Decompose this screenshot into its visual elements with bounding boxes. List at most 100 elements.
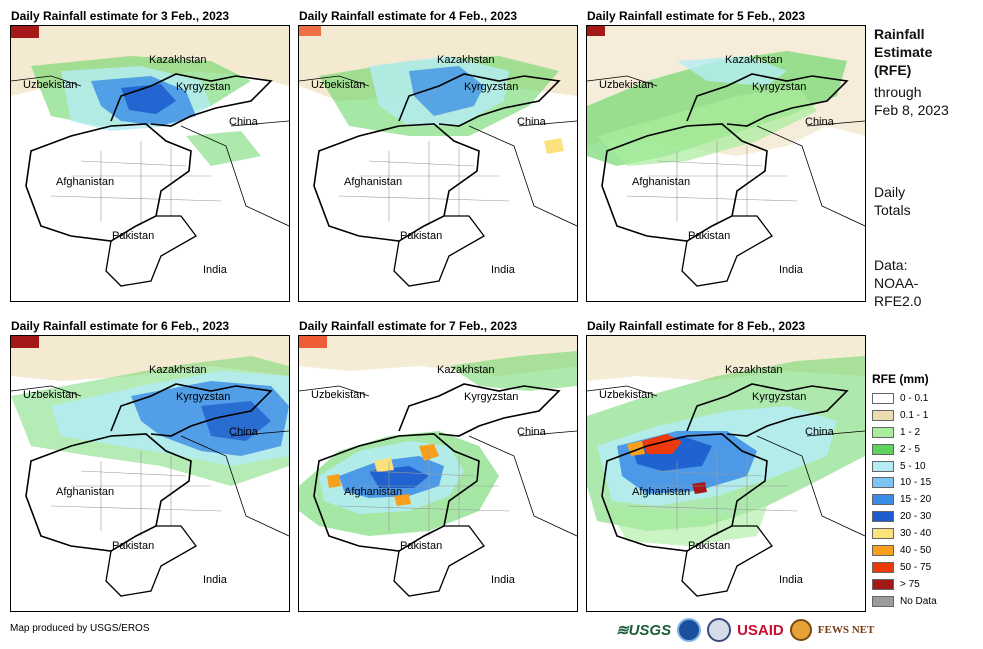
international-borders (299, 75, 577, 227)
rainfall-map: Kazakhstan Uzbekistan Kyrgyzstan China A… (587, 26, 865, 287)
rain-patch-yellow (544, 138, 564, 154)
noaa-logo (677, 618, 702, 642)
label-pakistan: Pakistan (688, 230, 730, 242)
label-china: China (517, 426, 547, 438)
province-lines (50, 451, 222, 536)
afghanistan-pakistan-border (313, 433, 480, 552)
legend-label: 50 - 75 (900, 561, 932, 573)
label-afghanistan: Afghanistan (632, 486, 690, 498)
fews-net-logo: FEWS NET (817, 624, 875, 636)
legend-row: No Data (872, 593, 972, 610)
map-frame: Kazakhstan Uzbekistan Kyrgyzstan China A… (10, 25, 290, 302)
map-panel-feb8: Daily Rainfall estimate for 8 Feb., 2023 (586, 317, 871, 612)
label-kyrgyzstan: Kyrgyzstan (464, 391, 518, 403)
afghanistan-pakistan-border (601, 123, 768, 242)
borders (587, 383, 865, 597)
label-uzbekistan: Uzbekistan (311, 389, 365, 401)
label-kyrgyzstan: Kyrgyzstan (464, 81, 518, 93)
borders (587, 73, 865, 287)
rain-patch-green-north (449, 351, 577, 391)
legend-row: 30 - 40 (872, 525, 972, 542)
panel-title: Daily Rainfall estimate for 4 Feb., 2023 (299, 9, 518, 23)
daily-line: Daily (874, 184, 906, 200)
international-borders (587, 385, 865, 537)
label-india: India (203, 574, 228, 586)
label-kazakhstan: Kazakhstan (725, 364, 782, 376)
rain-patches (11, 26, 289, 166)
panel-title: Daily Rainfall estimate for 3 Feb., 2023 (11, 9, 230, 23)
legend-rows: 0 - 0.1 0.1 - 1 1 - 2 2 - 5 5 - 10 10 - 15 15 … (872, 390, 972, 610)
rain-patch-blue (409, 66, 484, 116)
rain-patch-darkblue (201, 401, 271, 441)
label-kazakhstan: Kazakhstan (725, 54, 782, 66)
afghanistan-pakistan-border (601, 433, 768, 552)
label-india: India (203, 264, 228, 276)
legend-swatch (872, 595, 894, 607)
legend-row: 0.1 - 1 (872, 407, 972, 424)
label-india: India (491, 574, 516, 586)
legend-swatch (872, 443, 894, 455)
rain-patch-red-corner (299, 26, 321, 36)
rain-patch-maroon (692, 482, 707, 494)
panel-title: Daily Rainfall estimate for 5 Feb., 2023 (587, 9, 806, 23)
label-uzbekistan: Uzbekistan (23, 389, 77, 401)
rain-patch-tan (11, 336, 289, 381)
legend-swatch (872, 561, 894, 573)
borders (11, 73, 289, 287)
rain-patch-orange-b (327, 474, 341, 488)
pakistan-india-border (105, 215, 197, 287)
label-india: India (491, 264, 516, 276)
label-kyrgyzstan: Kyrgyzstan (176, 391, 230, 403)
label-kazakhstan: Kazakhstan (437, 364, 494, 376)
rfe-title-line: Rainfall (874, 26, 925, 42)
map-frame: Kazakhstan Uzbekistan Kyrgyzstan China A… (298, 25, 578, 302)
map-frame: Kazakhstan Uzbekistan Kyrgyzstan China A… (586, 25, 866, 302)
rain-patch-red-corner (299, 336, 327, 348)
panel-title: Daily Rainfall estimate for 8 Feb., 2023 (587, 319, 806, 333)
label-china: China (805, 426, 835, 438)
legend-swatch (872, 544, 894, 556)
legend-swatch (872, 409, 894, 421)
map-frame: Kazakhstan Uzbekistan Kyrgyzstan China A… (10, 335, 290, 612)
legend-swatch (872, 511, 894, 523)
label-china: China (517, 116, 547, 128)
kyrgyz-tajik-border (110, 383, 273, 437)
data-source-note: Data: NOAA- RFE2.0 (874, 256, 921, 310)
legend-label: 0.1 - 1 (900, 409, 929, 421)
legend-label: 40 - 50 (900, 544, 932, 556)
label-afghanistan: Afghanistan (56, 486, 114, 498)
label-kyrgyzstan: Kyrgyzstan (176, 81, 230, 93)
legend-label: 10 - 15 (900, 477, 932, 489)
daily-totals-note: Daily Totals (874, 183, 911, 219)
map-panel-feb3: Daily Rainfall estimate for 3 Feb., 2023… (10, 7, 295, 302)
legend-title: RFE (mm) (872, 372, 929, 386)
afghanistan-pakistan-border (313, 123, 480, 242)
label-pakistan: Pakistan (112, 230, 154, 242)
label-india: India (779, 574, 804, 586)
legend-label: 5 - 10 (900, 460, 926, 472)
label-kyrgyzstan: Kyrgyzstan (752, 81, 806, 93)
rain-patch-red-corner (11, 26, 39, 38)
label-kyrgyzstan: Kyrgyzstan (752, 391, 806, 403)
rainfall-map: Kazakhstan Uzbekistan Kyrgyzstan China A… (587, 336, 865, 597)
map-panel-feb5: Daily Rainfall estimate for 5 Feb., 2023… (586, 7, 871, 302)
legend-swatch (872, 494, 894, 506)
map-panel-feb4: Daily Rainfall estimate for 4 Feb., 2023… (298, 7, 583, 302)
legend-swatch (872, 392, 894, 404)
legend-row: 20 - 30 (872, 508, 972, 525)
legend-label: 15 - 20 (900, 494, 932, 506)
rain-patch-orange-c (394, 494, 411, 506)
state-department-seal-logo (707, 618, 732, 642)
rain-patch-lightgreen (597, 86, 817, 166)
borders (299, 73, 577, 287)
agency-logos: ≋ USGS USAID FEWS NET (616, 615, 874, 645)
label-uzbekistan: Uzbekistan (599, 79, 653, 91)
rain-patch-lightgreen-south (607, 506, 767, 546)
label-uzbekistan: Uzbekistan (23, 79, 77, 91)
pakistan-india-border (105, 525, 197, 597)
rain-patch-green-east (186, 131, 261, 166)
label-india: India (779, 264, 804, 276)
kyrgyz-tajik-border (686, 383, 849, 437)
map-panel-feb6: Daily Rainfall estimate for 6 Feb., 2023… (10, 317, 295, 612)
international-borders (587, 75, 865, 227)
